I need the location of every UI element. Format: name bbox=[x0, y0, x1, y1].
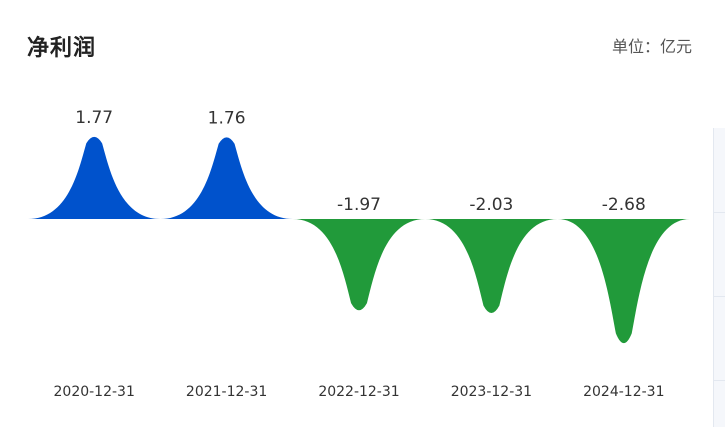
area-spike-2023-12-31[interactable] bbox=[425, 219, 558, 314]
x-axis-labels: 2020-12-31 2021-12-31 2022-12-31 2023-12-31… bbox=[54, 384, 665, 400]
area-spike-2020-12-31[interactable] bbox=[28, 136, 161, 219]
value-label: -1.97 bbox=[337, 195, 381, 215]
unit-label: 单位：亿元 bbox=[611, 37, 692, 56]
x-tick-label: 2022-12-31 bbox=[318, 384, 399, 400]
x-tick-label: 2023-12-31 bbox=[451, 384, 532, 400]
x-tick-label: 2024-12-31 bbox=[583, 384, 664, 400]
value-labels: 1.77 1.76 -1.97 -2.03 -2.68 bbox=[75, 108, 646, 215]
side-panel bbox=[713, 128, 725, 427]
chart-marks bbox=[28, 136, 690, 344]
x-tick-label: 2021-12-31 bbox=[186, 384, 267, 400]
x-tick-label: 2020-12-31 bbox=[54, 384, 135, 400]
value-label: -2.68 bbox=[602, 195, 646, 215]
area-spike-2021-12-31[interactable] bbox=[160, 137, 293, 219]
area-spike-2022-12-31[interactable] bbox=[292, 219, 426, 311]
area-spike-2024-12-31[interactable] bbox=[557, 219, 690, 344]
chart-title: 净利润 bbox=[27, 36, 97, 61]
value-label: 1.77 bbox=[75, 108, 113, 128]
value-label: -2.03 bbox=[469, 195, 513, 215]
value-label: 1.76 bbox=[208, 108, 246, 128]
